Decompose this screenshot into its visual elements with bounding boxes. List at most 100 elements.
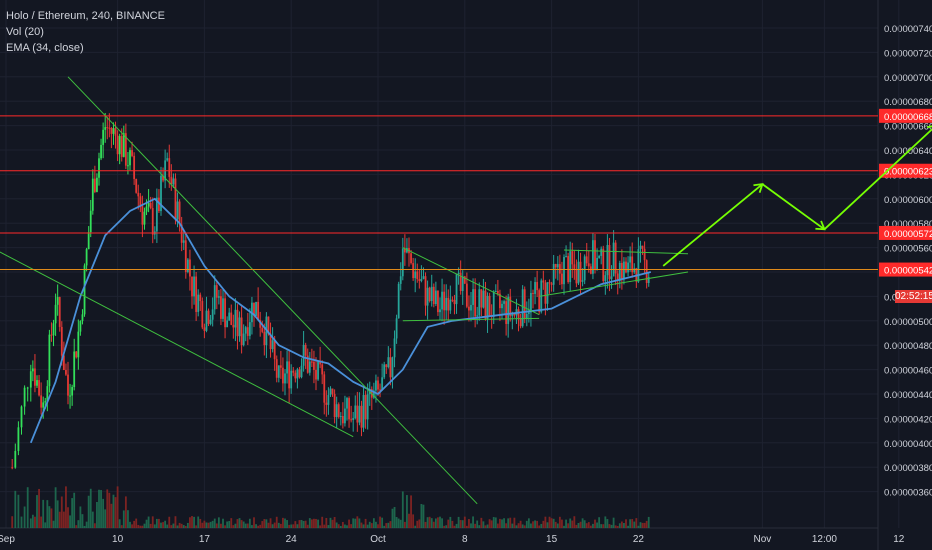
candle-body [180,224,183,243]
volume-bar [228,521,231,528]
volume-bar [65,486,67,528]
trend-line [67,76,478,505]
volume-bar [139,525,142,528]
candle-body [106,127,109,129]
candle-body [416,271,419,280]
volume-bar [277,522,280,528]
volume-bar [304,520,307,528]
candle-body [160,175,162,212]
candle-body [284,373,286,384]
volume-bar [180,523,183,528]
y-tick-label: 0.00000380 [884,463,932,474]
volume-bar [141,525,144,528]
volume-bar [563,525,565,528]
volume-bar [193,516,195,528]
candle-body [230,312,233,325]
volume-bar [616,525,619,528]
candle-body [238,317,241,337]
candle-body [112,128,115,134]
candle-body [310,361,313,363]
projection-arrow [761,183,825,231]
candle-body [108,127,111,129]
candle-body [203,327,206,331]
candle-body [257,301,260,321]
volume-bar [282,517,284,528]
candle-body [292,370,295,373]
candle-body [81,314,84,322]
volume-bar [31,514,34,528]
candle-body [623,261,625,280]
volume-bar [257,525,260,528]
volume-bar [511,523,514,528]
candle-body [44,401,47,403]
volume-bar [461,520,464,528]
volume-bar [596,522,598,528]
trend-line [402,247,540,316]
volume-bar [83,525,86,528]
candle-body [323,374,326,403]
volume-bar [441,518,443,528]
candle-body [50,334,53,336]
y-tick-label: 0.00000600 [884,195,932,206]
volume-bar [232,525,235,528]
candle-body [89,210,92,233]
candle-body [441,291,443,310]
volume-bar [230,518,233,528]
candle-body [381,377,384,391]
volume-bar [172,523,175,528]
volume-bar [213,518,216,528]
volume-bar [244,523,247,528]
volume-bar [201,522,204,528]
volume-bar [494,517,497,528]
y-tick-label: 0.00000720 [884,48,932,59]
candle-body [147,202,150,207]
volume-bar [377,524,379,528]
candle-body [589,266,592,274]
volume-bar [457,516,460,528]
candle-body [217,296,220,298]
volume-bar [242,521,245,528]
volume-bar [482,521,485,528]
volume-bar [550,518,553,528]
volume-bar [133,520,136,528]
volume-bar [93,523,96,528]
y-tick-label: 0.00000680 [884,97,932,108]
volume-bar [602,524,605,528]
candle-body [612,242,615,277]
volume-bar [317,519,319,528]
volume-bar [300,519,303,528]
volume-bar [20,516,23,528]
candle-body [211,309,214,320]
volume-bar [290,524,293,528]
candle-body [31,368,34,372]
candle-body [372,390,375,398]
candle-body [532,292,534,294]
candle-body [505,301,508,324]
candle-body [614,242,617,274]
candle-body [296,369,299,379]
volume-bar [348,519,350,528]
volume-bar [453,525,456,528]
volume-bar [44,522,47,528]
volume-bar [525,520,528,528]
candle-body [234,309,237,328]
volume-bar [217,517,220,528]
candle-body [482,290,485,308]
volume-bar [189,517,191,528]
candle-body [83,265,86,315]
trend-line [402,317,540,322]
candle-body [517,309,520,319]
volume-bar [85,521,88,528]
candle-body [410,253,412,264]
candle-body [155,197,158,232]
candle-body [139,196,142,207]
candle-body [465,283,468,307]
candle-body [476,315,479,317]
volume-bar [505,523,508,528]
candle-body [379,389,381,391]
volume-bar [344,524,346,528]
candle-body [356,405,359,423]
volume-bar [554,521,557,528]
volume-bar [387,522,390,528]
